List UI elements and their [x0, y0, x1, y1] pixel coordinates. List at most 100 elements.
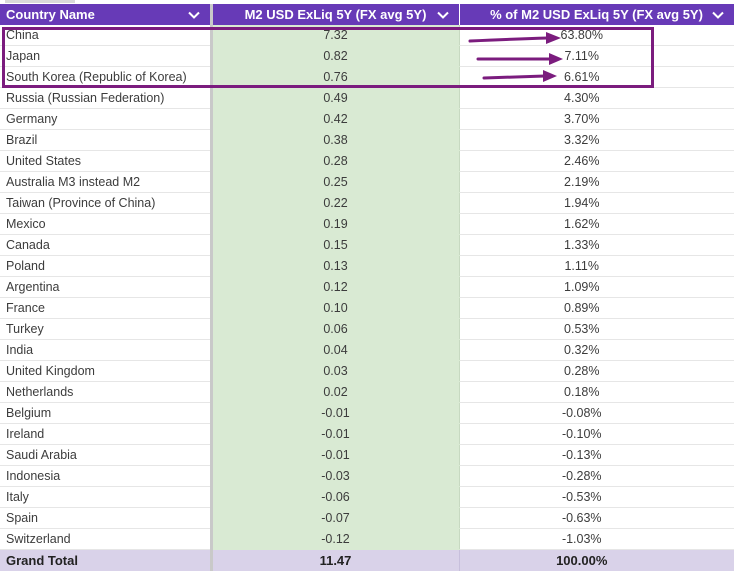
cell-country[interactable]: Switzerland	[0, 529, 211, 550]
cell-country[interactable]: Brazil	[0, 130, 211, 151]
cell-m2[interactable]: 0.10	[211, 298, 459, 319]
cell-m2[interactable]: 0.82	[211, 46, 459, 67]
cell-country[interactable]: South Korea (Republic of Korea)	[0, 67, 211, 88]
cell-m2[interactable]: -0.06	[211, 487, 459, 508]
column-header-m2[interactable]: M2 USD ExLiq 5Y (FX avg 5Y)	[211, 4, 459, 25]
cell-m2[interactable]: -0.01	[211, 445, 459, 466]
cell-pct[interactable]: 1.94%	[459, 193, 734, 214]
cell-pct[interactable]: 6.61%	[459, 67, 734, 88]
cell-m2[interactable]: 0.06	[211, 319, 459, 340]
cell-country[interactable]: Argentina	[0, 277, 211, 298]
cell-m2[interactable]: 0.49	[211, 88, 459, 109]
cell-pct[interactable]: 1.62%	[459, 214, 734, 235]
cell-m2[interactable]: 0.22	[211, 193, 459, 214]
column-header-country-label: Country Name	[6, 7, 95, 22]
cell-pct[interactable]: 63.80%	[459, 25, 734, 46]
cell-pct[interactable]: 4.30%	[459, 88, 734, 109]
cell-m2[interactable]: -0.07	[211, 508, 459, 529]
cell-m2[interactable]: 0.19	[211, 214, 459, 235]
cell-country[interactable]: Ireland	[0, 424, 211, 445]
cell-country[interactable]: Canada	[0, 235, 211, 256]
cell-country[interactable]: France	[0, 298, 211, 319]
cell-m2[interactable]: 0.13	[211, 256, 459, 277]
cell-country[interactable]: Turkey	[0, 319, 211, 340]
cell-pct[interactable]: -0.63%	[459, 508, 734, 529]
cell-pct[interactable]: 0.18%	[459, 382, 734, 403]
table-row: Italy-0.06-0.53%	[0, 487, 734, 508]
table-row: Belgium-0.01-0.08%	[0, 403, 734, 424]
table-row: Ireland-0.01-0.10%	[0, 424, 734, 445]
cell-pct[interactable]: 7.11%	[459, 46, 734, 67]
cell-country[interactable]: Mexico	[0, 214, 211, 235]
chevron-down-icon[interactable]	[712, 9, 724, 21]
cell-m2[interactable]: 0.76	[211, 67, 459, 88]
cell-pct[interactable]: 2.46%	[459, 151, 734, 172]
cell-pct[interactable]: -0.10%	[459, 424, 734, 445]
cell-pct[interactable]: 2.19%	[459, 172, 734, 193]
cell-country[interactable]: Indonesia	[0, 466, 211, 487]
cell-m2[interactable]: -0.01	[211, 424, 459, 445]
cell-m2[interactable]: -0.12	[211, 529, 459, 550]
cell-pct[interactable]: 3.70%	[459, 109, 734, 130]
cell-country[interactable]: Germany	[0, 109, 211, 130]
cell-m2[interactable]: 0.12	[211, 277, 459, 298]
cell-country[interactable]: Belgium	[0, 403, 211, 424]
grand-total-pct[interactable]: 100.00%	[459, 550, 734, 571]
cell-country[interactable]: Saudi Arabia	[0, 445, 211, 466]
cell-m2[interactable]: 0.38	[211, 130, 459, 151]
cell-pct[interactable]: -0.08%	[459, 403, 734, 424]
cell-m2[interactable]: 0.15	[211, 235, 459, 256]
cell-m2[interactable]: 0.28	[211, 151, 459, 172]
cell-country[interactable]: China	[0, 25, 211, 46]
cell-country[interactable]: Australia M3 instead M2	[0, 172, 211, 193]
grand-total-m2[interactable]: 11.47	[211, 550, 459, 571]
cell-country[interactable]: Japan	[0, 46, 211, 67]
cell-m2[interactable]: 0.02	[211, 382, 459, 403]
cell-pct[interactable]: -0.53%	[459, 487, 734, 508]
cell-country[interactable]: India	[0, 340, 211, 361]
cell-country[interactable]: Italy	[0, 487, 211, 508]
cell-country[interactable]: Poland	[0, 256, 211, 277]
cell-country[interactable]: United Kingdom	[0, 361, 211, 382]
cell-m2[interactable]: -0.03	[211, 466, 459, 487]
cell-pct[interactable]: -0.28%	[459, 466, 734, 487]
tab-edge	[5, 0, 75, 3]
cell-country[interactable]: Spain	[0, 508, 211, 529]
chevron-down-icon[interactable]	[188, 9, 200, 21]
cell-pct[interactable]: 0.32%	[459, 340, 734, 361]
cell-pct[interactable]: 1.09%	[459, 277, 734, 298]
grand-total-label[interactable]: Grand Total	[0, 550, 211, 571]
cell-pct[interactable]: 0.53%	[459, 319, 734, 340]
cell-m2[interactable]: 0.04	[211, 340, 459, 361]
cell-m2[interactable]: 7.32	[211, 25, 459, 46]
cell-pct[interactable]: 1.33%	[459, 235, 734, 256]
cell-pct[interactable]: 0.89%	[459, 298, 734, 319]
cell-pct[interactable]: 0.28%	[459, 361, 734, 382]
cell-m2[interactable]: 0.42	[211, 109, 459, 130]
cell-m2[interactable]: 0.03	[211, 361, 459, 382]
cell-pct[interactable]: 3.32%	[459, 130, 734, 151]
column-header-pct[interactable]: % of M2 USD ExLiq 5Y (FX avg 5Y)	[459, 4, 734, 25]
cell-country[interactable]: Taiwan (Province of China)	[0, 193, 211, 214]
cell-country[interactable]: Russia (Russian Federation)	[0, 88, 211, 109]
cell-pct[interactable]: -0.13%	[459, 445, 734, 466]
cell-m2[interactable]: -0.01	[211, 403, 459, 424]
cell-country[interactable]: United States	[0, 151, 211, 172]
cell-pct[interactable]: -1.03%	[459, 529, 734, 550]
cell-m2[interactable]: 0.25	[211, 172, 459, 193]
cell-country[interactable]: Netherlands	[0, 382, 211, 403]
chevron-down-icon[interactable]	[437, 9, 449, 21]
cell-pct[interactable]: 1.11%	[459, 256, 734, 277]
column-header-country[interactable]: Country Name	[0, 4, 211, 25]
